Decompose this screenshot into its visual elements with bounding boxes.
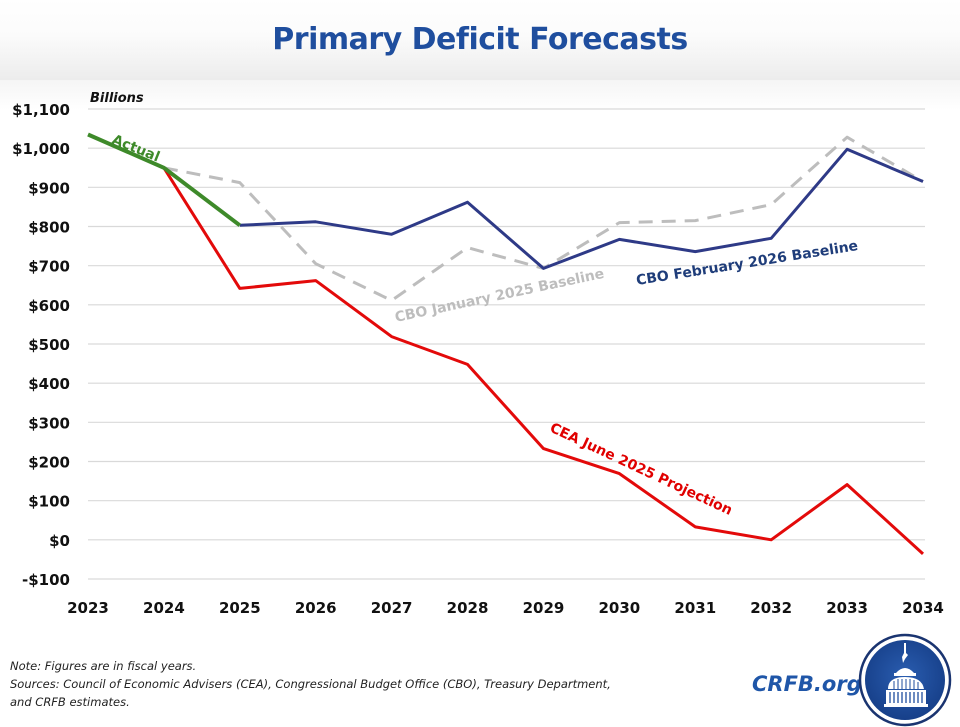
x-tick-label: 2023 — [67, 599, 109, 617]
x-tick-label: 2029 — [523, 599, 565, 617]
y-tick-label: $500 — [28, 336, 70, 354]
x-tick-label: 2024 — [143, 599, 185, 617]
cea-june-2025-line — [164, 168, 923, 554]
label-cbo-feb-2026: CBO February 2026 Baseline — [635, 238, 859, 289]
x-tick-label: 2028 — [447, 599, 489, 617]
y-tick-label: $800 — [28, 219, 70, 237]
footnote: Note: Figures are in fiscal years. Sourc… — [10, 657, 611, 711]
y-tick-label: $1,100 — [12, 101, 70, 119]
y-tick-label: $600 — [28, 297, 70, 315]
capitol-dome-icon — [858, 633, 952, 727]
y-tick-label: $400 — [28, 375, 70, 393]
note-text: Note: Figures are in fiscal years. — [10, 657, 611, 675]
brand-link[interactable]: CRFB.org — [752, 672, 862, 696]
x-tick-label: 2032 — [750, 599, 792, 617]
y-axis-ticks: -$100 $0 $100 $200 $300 $400 $500 $600 $700 $800 $… — [12, 101, 70, 589]
x-tick-label: 2033 — [826, 599, 868, 617]
label-actual: Actual — [110, 132, 162, 166]
x-tick-label: 2026 — [295, 599, 337, 617]
y-unit-label: Billions — [90, 91, 144, 106]
cbo-jan-2025-line — [164, 137, 923, 300]
y-tick-label: $100 — [28, 493, 70, 511]
y-tick-label: $200 — [28, 454, 70, 472]
x-tick-label: 2025 — [219, 599, 261, 617]
series-labels: CBO January 2025 Baseline CBO February 20… — [110, 132, 860, 519]
y-tick-label: $700 — [28, 258, 70, 276]
y-tick-label: $1,000 — [12, 140, 70, 158]
y-tick-label: $900 — [28, 179, 70, 197]
x-tick-label: 2031 — [674, 599, 716, 617]
label-cbo-jan-2025: CBO January 2025 Baseline — [394, 266, 606, 326]
sources-text-line1: Sources: Council of Economic Advisers (C… — [10, 675, 611, 693]
x-tick-label: 2027 — [371, 599, 413, 617]
sources-text-line2: and CRFB estimates. — [10, 693, 611, 711]
y-tick-label: $0 — [49, 532, 70, 550]
y-tick-label: $300 — [28, 414, 70, 432]
label-cea-june-2025: CEA June 2025 Projection — [547, 420, 734, 519]
x-axis-ticks: 2023 2024 2025 2026 2027 2028 2029 2030 2031 2032… — [67, 599, 944, 617]
y-tick-label: -$100 — [22, 571, 70, 589]
x-tick-label: 2030 — [598, 599, 640, 617]
x-tick-label: 2034 — [902, 599, 944, 617]
